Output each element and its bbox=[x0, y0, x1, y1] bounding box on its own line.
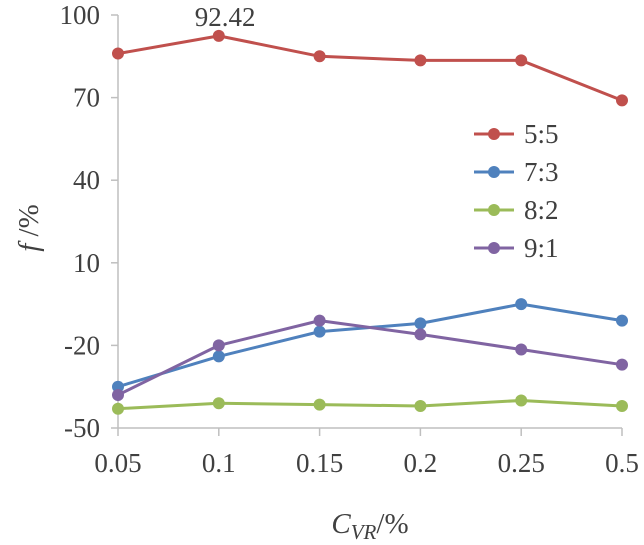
data-point bbox=[616, 94, 628, 107]
y-axis-ticks: 100 70 40 10 -20 -50 bbox=[60, 0, 118, 443]
legend-item: 5:5 bbox=[474, 119, 559, 149]
data-point bbox=[112, 380, 124, 393]
y-axis-title-unit: /% bbox=[13, 204, 45, 243]
data-point bbox=[212, 350, 225, 363]
x-tick-label: 0.5 bbox=[605, 448, 639, 478]
series-line bbox=[117, 319, 623, 397]
data-point bbox=[515, 54, 528, 67]
series-line bbox=[117, 302, 623, 389]
legend-label: 9:1 bbox=[524, 233, 559, 263]
legend-label: 7:3 bbox=[524, 157, 559, 187]
data-point bbox=[212, 339, 225, 352]
data-point bbox=[616, 314, 628, 327]
legend-item: 8:2 bbox=[474, 195, 559, 225]
data-point bbox=[414, 54, 427, 67]
series-7-3 bbox=[112, 298, 628, 393]
series-line bbox=[117, 398, 623, 411]
x-tick-label: 0.15 bbox=[296, 448, 343, 478]
data-point bbox=[112, 47, 124, 60]
series-8-2 bbox=[112, 394, 628, 415]
y-tick-label: 10 bbox=[73, 248, 100, 278]
legend-label: 5:5 bbox=[524, 119, 559, 149]
data-point bbox=[212, 29, 225, 42]
series-line bbox=[117, 34, 623, 102]
data-label: 92.42 bbox=[195, 2, 256, 32]
data-point bbox=[515, 394, 528, 407]
x-tick-label: 0.1 bbox=[202, 448, 236, 478]
data-point bbox=[414, 399, 427, 412]
data-point bbox=[414, 317, 427, 330]
legend-marker bbox=[488, 128, 500, 140]
data-point bbox=[212, 397, 225, 410]
x-axis-title: CVR/% bbox=[331, 508, 408, 544]
x-axis-title-main: C bbox=[331, 508, 351, 540]
legend: 5:5 7:3 8:2 9:1 bbox=[474, 119, 559, 263]
data-point bbox=[515, 298, 528, 311]
data-point bbox=[313, 50, 326, 63]
x-tick-label: 0.05 bbox=[94, 448, 141, 478]
x-axis-title-unit: /% bbox=[376, 508, 408, 540]
y-tick-label: 40 bbox=[73, 165, 100, 195]
data-point bbox=[616, 399, 628, 412]
legend-item: 9:1 bbox=[474, 233, 559, 263]
data-point bbox=[112, 388, 124, 401]
legend-item: 7:3 bbox=[474, 157, 559, 187]
series-layer bbox=[112, 29, 628, 415]
data-point bbox=[112, 402, 124, 415]
annotation-layer: 92.42 bbox=[195, 2, 256, 32]
x-tick-label: 0.25 bbox=[498, 448, 545, 478]
y-axis-title: f /% bbox=[13, 204, 45, 252]
series-5-5 bbox=[112, 29, 628, 107]
data-point bbox=[515, 343, 528, 356]
plot-area: 100 70 40 10 -20 -50 0.05 0.1 0.15 0.2 0.25 0.5 92… bbox=[60, 0, 639, 478]
x-tick-label: 0.2 bbox=[404, 448, 438, 478]
x-axis-title-sub: VR bbox=[351, 520, 377, 544]
x-axis-ticks: 0.05 0.1 0.15 0.2 0.25 0.5 bbox=[94, 428, 639, 478]
y-tick-label: 70 bbox=[73, 83, 100, 113]
legend-marker bbox=[488, 166, 500, 178]
data-point bbox=[313, 398, 326, 411]
data-point bbox=[414, 328, 427, 341]
legend-marker bbox=[488, 204, 500, 216]
y-tick-label: -20 bbox=[64, 330, 100, 360]
y-tick-label: 100 bbox=[60, 0, 101, 30]
legend-marker bbox=[488, 242, 500, 254]
data-point bbox=[313, 314, 326, 327]
series-9-1 bbox=[112, 314, 628, 401]
legend-label: 8:2 bbox=[524, 195, 559, 225]
data-point bbox=[616, 358, 628, 371]
y-tick-label: -50 bbox=[64, 413, 100, 443]
data-point bbox=[313, 325, 326, 338]
